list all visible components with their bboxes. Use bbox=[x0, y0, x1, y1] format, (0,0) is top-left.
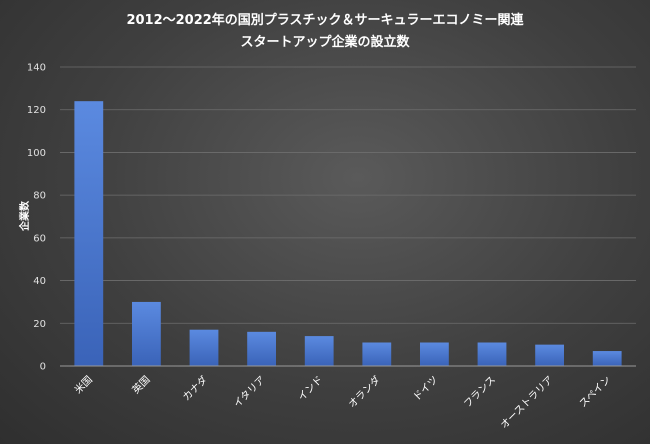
bar-1 bbox=[74, 101, 104, 367]
x-tick-label-3: カナダ bbox=[180, 373, 210, 403]
chart-title-line-1: 2012～2022年の国別プラスチック＆サーキュラーエコノミー関連 bbox=[126, 12, 524, 28]
bar-6 bbox=[362, 342, 392, 366]
y-tick-label-120: 120 bbox=[27, 105, 46, 116]
chart-title-line-2: スタートアップ企業の設立数 bbox=[240, 34, 410, 50]
bars bbox=[74, 101, 622, 367]
x-tick-label-6: オランダ bbox=[345, 373, 382, 410]
x-tick-labels: 米国 英国 カナダ イタリア インド オランダ ドイツ フランス オーストラリア スペイン bbox=[72, 373, 614, 431]
y-axis-label: 企業数 bbox=[18, 200, 31, 232]
bar-4 bbox=[247, 331, 276, 366]
x-tick-label-10: スペイン bbox=[578, 374, 614, 410]
y-tick-label-60: 60 bbox=[33, 233, 46, 244]
y-tick-label-140: 140 bbox=[27, 63, 46, 74]
bar-10 bbox=[592, 351, 622, 366]
y-tick-label-40: 40 bbox=[33, 276, 46, 287]
bar-7 bbox=[420, 342, 449, 366]
bar-3 bbox=[189, 329, 219, 366]
bar-8 bbox=[477, 342, 507, 366]
x-tick-label-7: ドイツ bbox=[412, 374, 441, 403]
y-tick-label-20: 20 bbox=[33, 319, 46, 330]
x-tick-label-9: オーストラリア bbox=[498, 374, 556, 432]
y-tick-label-80: 80 bbox=[33, 191, 46, 202]
bar-2 bbox=[132, 301, 161, 366]
y-tick-label-100: 100 bbox=[27, 148, 46, 159]
x-tick-label-2: 英国 bbox=[129, 373, 152, 396]
y-tick-label-0: 0 bbox=[40, 362, 46, 373]
x-tick-label-8: フランス bbox=[461, 374, 498, 411]
y-tick-labels: 0 20 40 60 80 100 120 140 bbox=[27, 63, 46, 373]
bar-5 bbox=[304, 336, 334, 366]
gridlines bbox=[60, 66, 636, 324]
x-tick-label-4: イタリア bbox=[231, 374, 267, 410]
x-tick-label-1: 米国 bbox=[72, 373, 95, 396]
bar-9 bbox=[535, 344, 564, 366]
x-tick-label-5: インド bbox=[296, 374, 325, 403]
